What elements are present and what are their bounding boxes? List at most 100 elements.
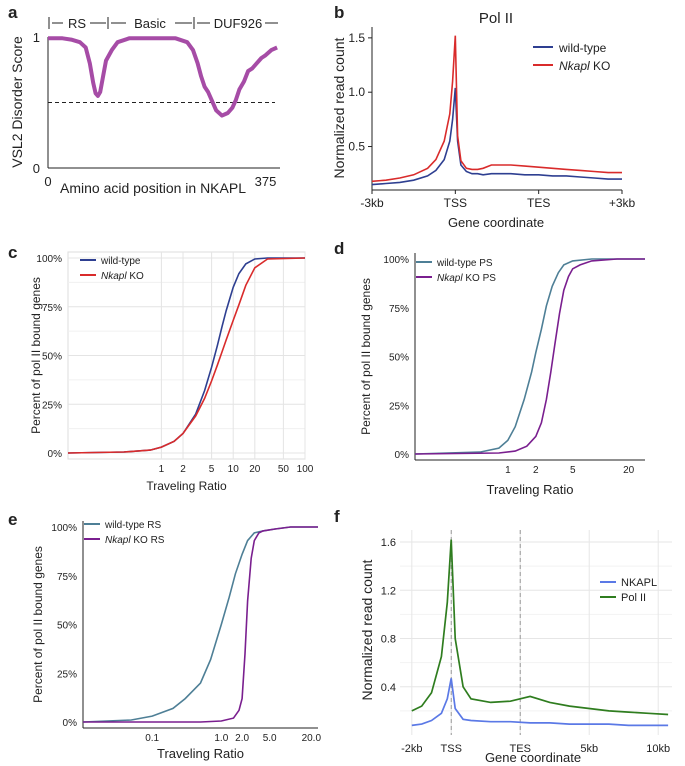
x-tick-label: 100 [297,464,314,475]
chart-title: Pol II [479,10,513,27]
x-axis-label: Traveling Ratio [146,479,227,493]
y-tick-label: 100% [51,523,77,534]
x-tick-label: 2.0 [235,733,249,744]
legend-label: Pol II [621,592,646,604]
x-tick-label: 375 [255,174,277,189]
legend-italic-part: Nkapl [437,273,463,284]
panel-letter-c: c [8,243,17,262]
legend-italic-part: Nkapl [559,59,590,73]
y-axis-label: Percent of pol II bound genes [31,546,45,703]
domain-label-duf926: DUF926 [214,16,262,31]
panel-a: a RS Basic DUF926 1 00 375 Amino acid position … [8,3,280,196]
legend-italic-part: Nkapl [105,535,131,546]
panel-letter-f: f [334,507,340,526]
y-tick-label: 25% [42,400,62,411]
legend-plain-part: KO RS [131,535,165,546]
x-tick-label: 10 [228,464,240,475]
x-axis-label: Amino acid position in NKAPL [60,180,246,196]
y-tick-label: 75% [389,304,409,315]
x-tick-label: TES [510,743,531,755]
y-tick-label: 25% [57,669,77,680]
plot-background [400,530,672,735]
legend-label: Nkapl KO [559,59,610,73]
legend-plain-part: KO [127,271,144,282]
x-tick-label: 20 [249,464,261,475]
x-tick-label: 5kb [580,743,598,755]
x-tick-label: 2 [533,465,539,476]
series-line [411,678,669,727]
x-tick-label: 50 [278,464,290,475]
x-tick-label: -3kb [360,196,384,210]
x-tick-label: +3kb [609,196,636,210]
x-tick-label: 0.1 [145,733,159,744]
y-tick-label: 1.5 [348,31,365,45]
x-tick-label: TES [527,196,550,210]
x-axis-label: Traveling Ratio [487,482,574,497]
x-tick-label: 2 [180,464,186,475]
legend-label: Nkapl KO RS [105,535,165,546]
legend-label: wild-type [558,41,607,55]
domain-label-basic: Basic [134,16,166,31]
y-tick-label: 100% [383,255,409,266]
panel-letter-b: b [334,3,344,22]
x-axis-label: Traveling Ratio [157,746,244,761]
series-line [414,258,645,455]
series-line [67,257,306,454]
domain-label-rs: RS [68,16,86,31]
y-tick-label: 0.8 [381,634,396,646]
x-axis-label: Gene coordinate [448,215,544,230]
legend-label: Nkapl KO [101,271,144,282]
y-axis-label: Normalized read count [331,37,347,178]
x-tick-label: 1 [505,465,511,476]
x-axis-label: Gene coordinate [485,750,581,765]
y-tick-label: 1 [33,30,40,45]
y-axis-label: VSL2 Disorder Score [9,36,25,168]
y-tick-label: 0% [63,718,78,729]
x-tick-label: 5 [209,464,215,475]
y-tick-label: 25% [389,401,409,412]
panel-letter-a: a [8,3,18,22]
legend-label: NKAPL [621,577,657,589]
panel-b: b Pol II 0.5 1.0 1.5 -3kb TSS TES +3kb wild-type N… [331,3,636,230]
x-tick-label: 20.0 [302,733,322,744]
x-tick-label: 1.0 [214,733,228,744]
series-line [371,35,622,183]
x-tick-label: TSS [444,196,467,210]
panel-letter-d: d [334,239,344,258]
y-axis-label: Percent of pol II bound genes [359,278,373,435]
y-tick-label: 0% [395,450,410,461]
y-tick-label: 75% [57,572,77,583]
y-tick-label: 0.4 [381,682,396,694]
y-tick-label: 100% [36,254,62,265]
panel-c: c 0% 25% 50% 75% 100% 1 2 5 10 20 50 100 wild-type Nka… [8,243,314,493]
series-line [83,526,318,723]
x-tick-label: 1 [159,464,165,475]
y-tick-label: 50% [57,621,77,632]
x-tick-label: TSS [441,743,462,755]
legend-label: wild-type [100,256,141,267]
y-tick-label: 1.2 [381,585,396,597]
x-tick-label: 5.0 [263,733,277,744]
x-tick-label: 5 [570,465,576,476]
x-tick-label: 20 [623,465,635,476]
legend-label: wild-type PS [436,258,493,269]
y-axis-label: Percent of pol II bound genes [29,277,43,434]
legend-label: Nkapl KO PS [437,273,496,284]
y-tick-label: 0% [48,449,63,460]
y-tick-label: 50% [42,352,62,363]
series-line [411,539,669,716]
legend-plain-part: KO PS [463,273,497,284]
y-tick-label: 0.5 [348,140,365,154]
panel-e: e 0% 25% 50% 75% 100% 0.1 1.0 2.0 5.0 20.0 wild-typ… [8,510,321,761]
x-tick-label: 0 [44,174,51,189]
legend-label: wild-type RS [104,520,161,531]
y-tick-label: 1.0 [348,85,365,99]
y-tick-label: 0 [33,161,40,176]
legend-italic-part: Nkapl [101,271,127,282]
x-tick-label: -2kb [401,743,422,755]
y-axis-label: Normalized read count [359,559,375,700]
legend-plain-part: KO [590,59,611,73]
series-line [371,87,622,186]
panel-letter-e: e [8,510,17,529]
